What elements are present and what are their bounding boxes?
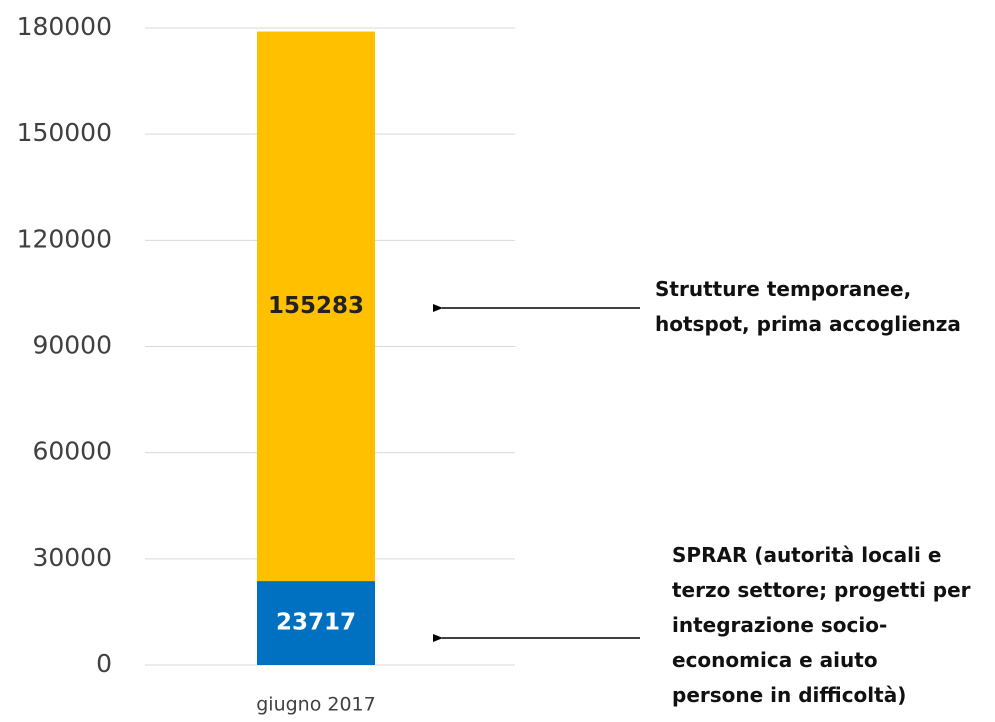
- x-tick-label: giugno 2017: [256, 694, 376, 716]
- annotation: SPRAR (autorità locali e terzo settore; …: [672, 543, 971, 707]
- y-tick-label: 150000: [17, 118, 112, 147]
- annotation: Strutture temporanee, hotspot, prima acc…: [655, 277, 961, 336]
- y-tick-label: 30000: [32, 543, 112, 572]
- y-tick-label: 0: [96, 649, 112, 678]
- y-tick-label: 60000: [32, 437, 112, 466]
- data-label: 155283: [268, 293, 364, 319]
- bar-segment: [257, 581, 375, 665]
- y-tick-label: 180000: [17, 12, 112, 41]
- y-tick-label: 90000: [32, 331, 112, 360]
- y-tick-label: 120000: [17, 224, 112, 253]
- bar-segment: [257, 31, 375, 582]
- data-label: 23717: [276, 610, 356, 636]
